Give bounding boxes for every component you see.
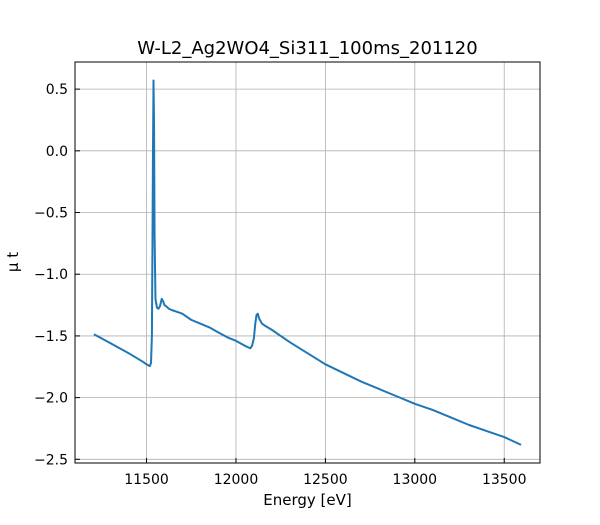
y-tick-label: 0.5: [46, 82, 68, 98]
y-axis-label: μ t: [4, 252, 22, 272]
chart-title: W-L2_Ag2WO4_Si311_100ms_201120: [137, 38, 477, 59]
plot-frame: [74, 61, 541, 464]
y-tick-label: 0.0: [46, 144, 68, 160]
y-tick-label: −2.5: [34, 452, 68, 468]
tick-layer: 11500 12000 12500 13000 13500 0.5 0.0 −0.5 −1.0 −…: [34, 82, 527, 488]
series-line-0: [93, 79, 522, 446]
x-tick-label: 12000: [214, 472, 259, 488]
x-tick-label: 12500: [303, 472, 348, 488]
series-layer: [93, 79, 522, 446]
x-tick-label: 13000: [393, 472, 438, 488]
y-tick-label: −1.5: [34, 329, 68, 345]
plot-background: [75, 62, 540, 463]
x-axis-label: Energy [eV]: [263, 491, 351, 509]
x-tick-label: 11500: [124, 472, 169, 488]
y-tick-label: −1.0: [34, 267, 68, 283]
x-tick-label: 13500: [482, 472, 527, 488]
y-tick-label: −0.5: [34, 206, 68, 222]
y-tick-label: −2.0: [34, 391, 68, 407]
